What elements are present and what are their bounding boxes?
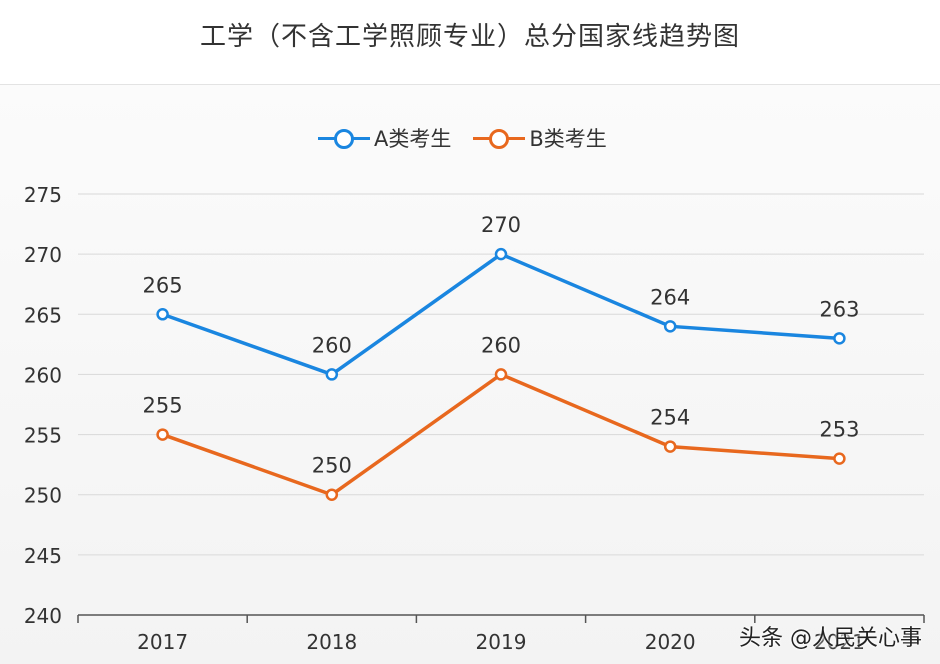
data-point <box>325 368 339 381</box>
data-point <box>663 440 677 453</box>
x-tick-label: 2020 <box>645 630 696 654</box>
y-tick-label: 270 <box>24 243 62 267</box>
title-bar: 工学（不含工学照顾专业）总分国家线趋势图 <box>0 0 940 85</box>
legend-item-b[interactable]: B类考生 <box>473 123 607 153</box>
y-tick-label: 260 <box>24 363 62 387</box>
chart-title: 工学（不含工学照顾专业）总分国家线趋势图 <box>199 22 740 52</box>
watermark: 头条 @人民关心事 <box>739 626 922 651</box>
data-label: 254 <box>650 406 690 430</box>
y-tick-label: 240 <box>24 604 62 628</box>
data-point <box>325 488 339 501</box>
data-label: 255 <box>143 394 183 418</box>
x-tick-label: 2021 <box>814 630 865 654</box>
data-label: 260 <box>312 333 352 357</box>
legend-a-label: A类考生 <box>374 127 452 151</box>
y-tick-label: 265 <box>24 303 62 327</box>
data-point <box>663 320 677 333</box>
data-label: 260 <box>481 333 521 357</box>
data-label: 270 <box>481 213 521 237</box>
legend-b-dot <box>489 128 510 149</box>
legend-item-a[interactable]: A类考生 <box>318 123 451 153</box>
data-point <box>494 368 508 381</box>
data-label: 253 <box>819 418 859 442</box>
data-point <box>833 332 846 345</box>
data-point <box>156 308 169 321</box>
legend-b-label: B类考生 <box>529 127 607 151</box>
y-tick-label: 250 <box>24 484 62 508</box>
data-label: 250 <box>312 454 352 478</box>
x-tick-label: 2019 <box>476 630 527 654</box>
data-point <box>156 428 169 441</box>
data-label: 265 <box>143 273 183 297</box>
legend-a-marker <box>318 128 370 149</box>
y-tick-label: 245 <box>24 544 62 568</box>
y-tick-label: 255 <box>24 424 62 448</box>
data-point <box>494 247 508 261</box>
data-label: 264 <box>650 285 690 309</box>
x-tick-label: 2017 <box>137 630 188 654</box>
legend-a-dot <box>334 128 354 149</box>
x-tick-label: 2018 <box>306 630 357 654</box>
data-point <box>833 452 846 465</box>
data-label: 263 <box>819 297 859 321</box>
legend: A类考生 B类考生 <box>318 124 607 152</box>
legend-b-marker <box>473 128 526 149</box>
y-tick-label: 275 <box>24 183 62 207</box>
